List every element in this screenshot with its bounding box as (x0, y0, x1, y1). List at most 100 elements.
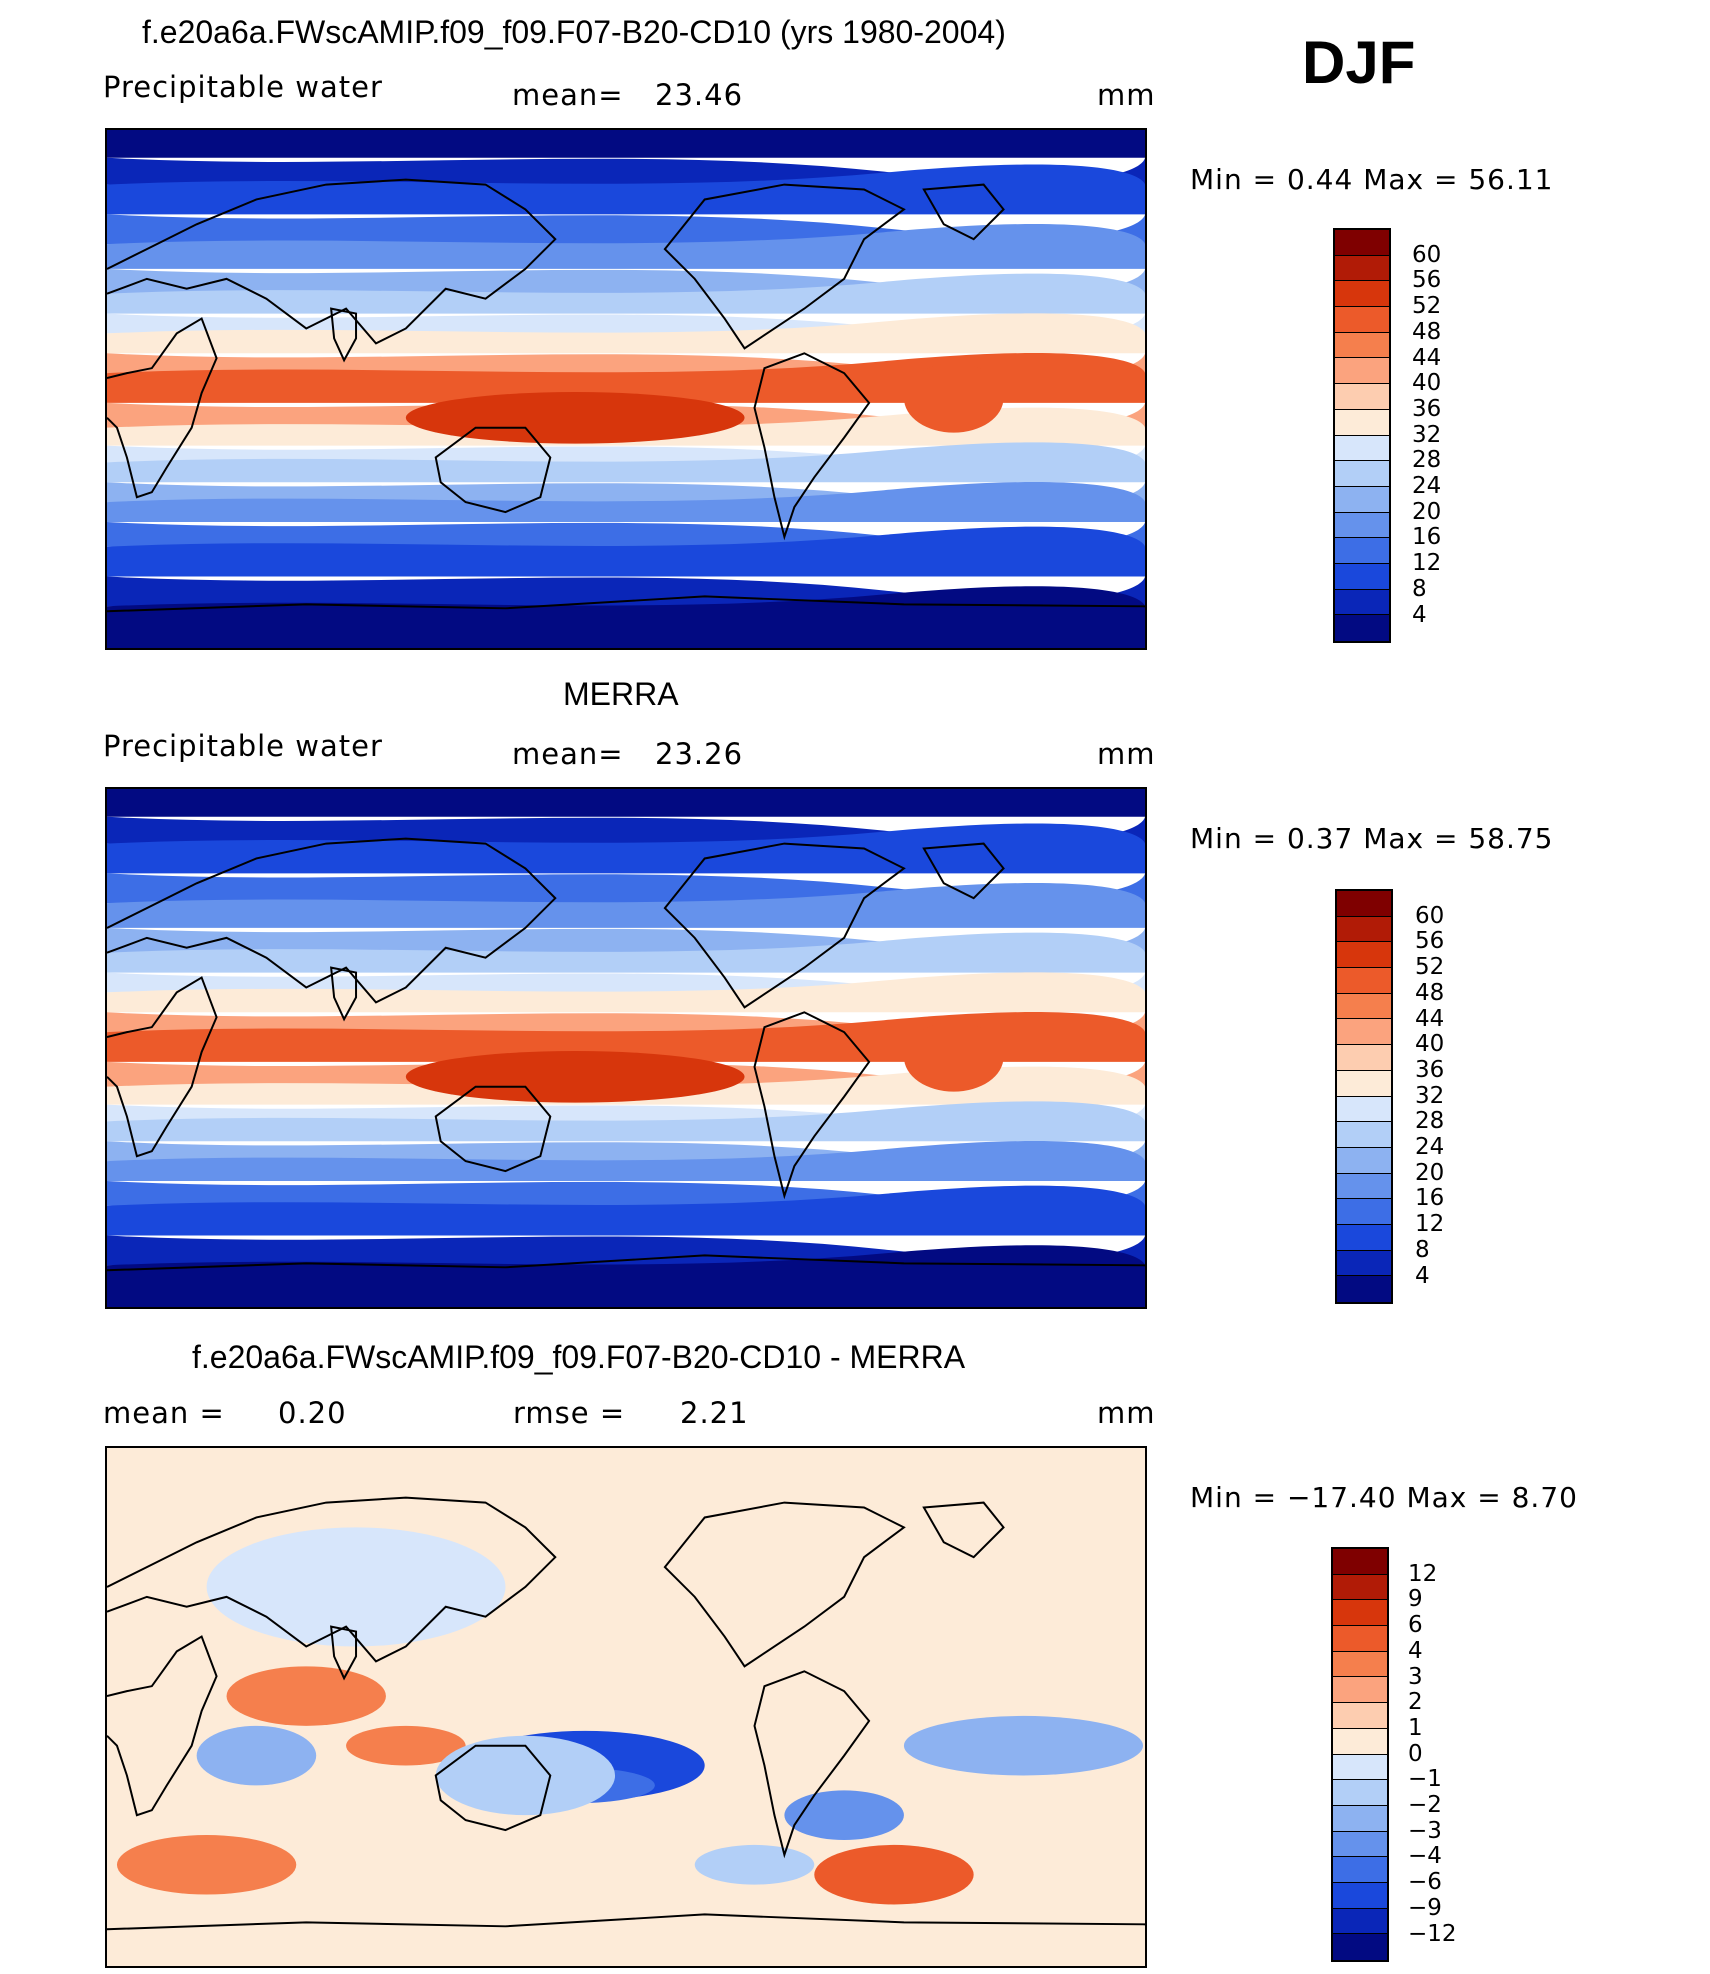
coastline (107, 837, 557, 1004)
colorbar-tick-label: 16 (1412, 524, 1442, 551)
map-warm-pool (405, 1050, 745, 1103)
map-contour-band (107, 442, 1145, 483)
colorbar-segment (1337, 1224, 1391, 1251)
map-contour-band (107, 224, 1145, 269)
colorbar-tick-label: 20 (1415, 1159, 1445, 1186)
colorbar-tick-label: 56 (1412, 267, 1442, 294)
map-anomaly-patch (784, 1790, 904, 1840)
map-anomaly-patch (903, 1715, 1144, 1776)
colorbar-segment (1337, 891, 1391, 917)
coastline (107, 1496, 557, 1663)
colorbar-tick-label: 36 (1415, 1056, 1445, 1083)
colorbar-tick-label: 28 (1415, 1108, 1445, 1135)
colorbar-tick-label: 60 (1415, 902, 1445, 929)
colorbar-tick-label: −6 (1408, 1869, 1442, 1896)
colorbar-tick-label: 1 (1408, 1714, 1423, 1741)
coastline (922, 183, 1005, 241)
map-contour-band (107, 130, 1145, 158)
colorbar-tick-label: −9 (1408, 1894, 1442, 1921)
colorbar-tick-label: 3 (1408, 1663, 1423, 1690)
colorbar-tick-label: 48 (1412, 318, 1442, 345)
coastline (663, 183, 906, 350)
panel3-rmse-value: 2.21 (680, 1396, 749, 1430)
map-contour-band (107, 1066, 1145, 1105)
colorbar-tick-label: −1 (1408, 1766, 1442, 1793)
map-contour-band (107, 526, 1145, 577)
map-anomaly-patch (814, 1844, 974, 1905)
colorbar-tick-label: 24 (1412, 473, 1442, 499)
coastline (434, 426, 552, 514)
map-contour-band (107, 972, 1145, 1013)
colorbar-segment (1333, 1600, 1387, 1627)
colorbar-tick-label: 24 (1415, 1134, 1445, 1160)
panel1-colorbar (1333, 228, 1391, 644)
colorbar-tick-label: 4 (1412, 601, 1427, 628)
coastline (753, 1670, 871, 1859)
map-anomaly-patch (196, 1725, 317, 1786)
coastline (434, 1744, 552, 1832)
panel2-variable-label: Precipitable water (103, 729, 383, 763)
panel1-mean-value: 23.46 (655, 78, 744, 112)
map-contour-band (107, 823, 1145, 874)
coastline (922, 1501, 1005, 1559)
colorbar-tick-label: 44 (1412, 344, 1442, 371)
map-contour-band (107, 313, 1145, 354)
colorbar-segment (1333, 1728, 1387, 1755)
coastline (107, 178, 557, 345)
colorbar-segment (1333, 1934, 1387, 1960)
colorbar-segment (1337, 1199, 1391, 1225)
colorbar-tick-label: 56 (1415, 928, 1445, 955)
map-field (107, 1448, 1145, 1966)
panel1-title: f.e20a6a.FWscAMIP.f09_f09.F07-B20-CD10 (… (142, 14, 1006, 50)
coastline (330, 307, 358, 363)
map-contour-band (107, 273, 1145, 314)
colorbar-tick-label: 12 (1412, 550, 1442, 577)
map-contour-band (107, 482, 1145, 522)
panel3-mean-label: mean = (103, 1396, 225, 1430)
colorbar-segment (1335, 615, 1389, 641)
coastline (107, 317, 218, 499)
map-field (107, 130, 1145, 648)
map-contour-band (107, 1012, 1145, 1062)
panel3-units: mm (1097, 1396, 1156, 1430)
map-anomaly-patch (435, 1735, 616, 1816)
map-contour-band (107, 932, 1145, 973)
colorbar-tick-label: −12 (1408, 1920, 1457, 1947)
map-anomaly-patch (226, 1666, 386, 1726)
colorbar-tick-label: 2 (1408, 1689, 1423, 1716)
panel2-mean-label: mean= (512, 737, 624, 771)
map-anomaly-patch (694, 1844, 815, 1885)
map-anomaly-patch (346, 1725, 466, 1766)
coastline (663, 1501, 906, 1668)
colorbar-tick-label: 28 (1412, 447, 1442, 474)
colorbar-tick-label: −2 (1408, 1792, 1442, 1818)
colorbar-segment (1333, 1805, 1387, 1832)
colorbar-segment (1333, 1651, 1387, 1678)
colorbar-segment (1335, 384, 1389, 410)
map-contour-band (107, 353, 1145, 403)
season-label: DJF (1302, 29, 1416, 96)
colorbar-segment (1333, 1857, 1387, 1883)
colorbar-tick-label: 40 (1412, 370, 1442, 397)
colorbar-segment (1333, 1882, 1387, 1909)
map-contour-band (107, 1141, 1145, 1181)
map-anomaly-patch (206, 1527, 506, 1647)
colorbar-tick-label: 9 (1408, 1586, 1423, 1613)
colorbar-segment (1333, 1831, 1387, 1858)
colorbar-segment (1335, 230, 1389, 256)
colorbar-segment (1337, 993, 1391, 1020)
map-amazon-maximum (903, 1022, 1004, 1092)
map-contour-band (107, 407, 1145, 446)
colorbar-tick-label: 6 (1408, 1612, 1423, 1639)
colorbar-tick-label: −4 (1408, 1843, 1442, 1870)
map-contour-band (107, 1245, 1145, 1307)
colorbar-segment (1335, 281, 1389, 308)
map-contour-band (107, 789, 1145, 817)
colorbar-segment (1335, 358, 1389, 385)
colorbar-tick-label: 48 (1415, 979, 1445, 1006)
colorbar-segment (1335, 435, 1389, 462)
coastline (434, 1085, 552, 1173)
colorbar-segment (1333, 1703, 1387, 1729)
colorbar-segment (1333, 1677, 1387, 1704)
colorbar-tick-label: 4 (1408, 1637, 1423, 1664)
